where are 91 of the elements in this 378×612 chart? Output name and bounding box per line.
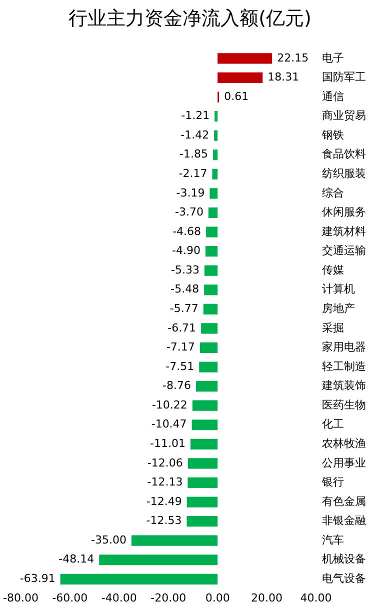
bar	[204, 284, 218, 296]
bar	[218, 53, 272, 64]
data-label: -4.68	[172, 224, 202, 238]
bar	[200, 342, 218, 354]
y-tick-label: 钢铁	[321, 128, 344, 142]
y-tick-label: 房地产	[322, 302, 355, 316]
y-tick-label: 交通运输	[322, 244, 366, 258]
data-label: -12.53	[146, 514, 182, 528]
bar	[192, 420, 218, 430]
y-tick-label: 家用电器	[322, 340, 366, 354]
y-tick-label: 轻工制造	[322, 360, 366, 373]
y-tick-label: 有色金属	[322, 494, 366, 508]
data-label: -48.14	[58, 552, 94, 566]
bar	[213, 150, 218, 160]
data-label: -3.70	[175, 206, 204, 219]
x-tick-label: 0.00	[205, 591, 230, 604]
chart-title: 行业主力资金净流入额(亿元)	[68, 7, 312, 30]
bar	[206, 226, 218, 238]
data-label: -1.85	[180, 148, 208, 161]
y-tick-label: 计算机	[322, 282, 355, 296]
y-tick-label: 商业贸易	[322, 109, 366, 122]
y-tick-label: 汽车	[322, 533, 344, 546]
y-tick-label: 通信	[322, 90, 344, 103]
y-tick-label: 非银金融	[322, 514, 366, 528]
data-label: -7.17	[166, 340, 195, 354]
data-label: -12.13	[147, 476, 183, 489]
data-label: -8.76	[162, 379, 192, 392]
data-label: -10.22	[152, 398, 188, 412]
data-label: -35.00	[90, 533, 126, 546]
x-tick-label: -20.00	[150, 591, 186, 604]
y-tick-label: 食品饮料	[322, 148, 366, 161]
bar	[192, 400, 218, 411]
bar	[190, 438, 218, 450]
data-label: -1.42	[180, 128, 210, 142]
data-label: 0.61	[224, 90, 249, 103]
x-tick-label: 20.00	[251, 591, 283, 604]
bar	[214, 130, 218, 141]
bar	[186, 516, 218, 527]
bar	[201, 323, 218, 334]
data-label: -6.71	[168, 321, 196, 334]
y-tick-label: 医药生物	[322, 398, 366, 412]
bar	[218, 72, 263, 84]
data-label: 18.31	[268, 70, 300, 84]
y-tick-label: 采掘	[322, 321, 344, 334]
y-tick-label: 纺织服装	[322, 167, 366, 180]
data-label: -2.17	[178, 167, 208, 180]
data-label: -5.48	[170, 282, 200, 296]
y-tick-label: 电子	[322, 51, 344, 64]
x-tick-label: -40.00	[101, 591, 137, 604]
y-tick-label: 银行	[321, 476, 344, 489]
y-tick-label: 建筑材料	[321, 224, 366, 238]
data-label: -12.49	[146, 494, 182, 508]
data-label: -3.19	[176, 186, 205, 200]
x-tick-label: -80.00	[2, 591, 38, 604]
bar	[206, 246, 218, 257]
y-tick-label: 电气设备	[322, 572, 366, 586]
y-tick-label: 休闲服务	[322, 206, 366, 219]
y-tick-label: 综合	[322, 186, 344, 200]
data-label: -10.47	[151, 418, 187, 431]
bar	[196, 380, 218, 392]
data-label: -4.90	[172, 244, 201, 258]
data-label: -5.33	[170, 263, 200, 276]
y-tick-label: 机械设备	[322, 552, 366, 566]
bar	[214, 110, 218, 122]
data-label: -7.51	[166, 360, 194, 373]
bar	[60, 574, 218, 584]
bar	[204, 265, 218, 276]
bar	[188, 477, 218, 488]
bar	[199, 362, 218, 372]
bar	[99, 554, 218, 566]
data-label: 22.15	[277, 51, 309, 64]
bar	[210, 188, 218, 199]
y-tick-label: 农林牧渔	[322, 437, 366, 450]
bar	[212, 168, 218, 180]
bar	[186, 496, 218, 508]
bar	[188, 458, 218, 469]
y-tick-label: 传媒	[322, 263, 344, 276]
data-label: -1.21	[181, 109, 210, 122]
data-label: -5.77	[170, 302, 198, 316]
x-tick-label: -60.00	[52, 591, 88, 604]
bar	[208, 207, 218, 218]
data-label: -11.01	[150, 437, 186, 450]
data-label: -12.06	[147, 456, 183, 470]
y-tick-label: 化工	[322, 418, 344, 431]
bar	[131, 535, 218, 546]
y-tick-label: 建筑装饰	[321, 379, 366, 392]
y-tick-label: 公用事业	[322, 456, 366, 470]
bar	[203, 304, 218, 314]
x-tick-label: 40.00	[300, 591, 332, 604]
y-tick-label: 国防军工	[322, 70, 366, 84]
data-label: -63.91	[20, 572, 56, 586]
